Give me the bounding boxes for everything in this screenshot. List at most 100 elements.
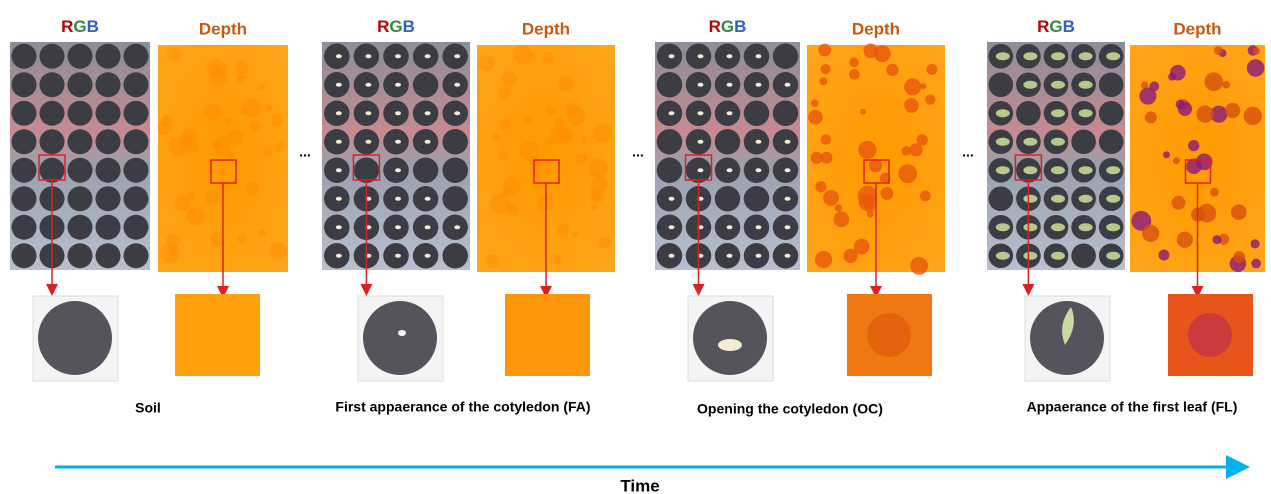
seedling <box>395 225 401 229</box>
pot <box>715 186 741 212</box>
depth-blob <box>528 53 536 61</box>
depth-blob <box>258 229 266 237</box>
seedling <box>395 140 401 144</box>
depth-blob <box>849 69 860 80</box>
depth-label: Depth <box>1173 19 1221 38</box>
seedling <box>996 166 1010 174</box>
pot <box>124 72 149 97</box>
depth-blob <box>904 78 921 95</box>
seedling <box>395 197 401 201</box>
depth-blob <box>1196 105 1213 122</box>
depth-blob <box>1177 232 1193 248</box>
seedling <box>1079 195 1093 203</box>
seedling <box>727 111 733 115</box>
seedling <box>1051 223 1065 231</box>
pot <box>124 129 149 154</box>
separator: ... <box>632 144 644 160</box>
seedling <box>996 252 1010 260</box>
seedling <box>336 140 342 144</box>
seedling <box>425 111 431 115</box>
depth-blob <box>1163 151 1170 158</box>
depth-blob <box>1234 251 1246 263</box>
depth-blob <box>815 251 832 268</box>
depth-blob <box>1231 204 1247 220</box>
depth-zoom <box>175 294 260 376</box>
seedling <box>336 197 342 201</box>
pot <box>124 215 149 240</box>
pot <box>96 72 121 97</box>
depth-blob <box>917 134 928 145</box>
depth-blob <box>218 168 226 176</box>
seedling <box>727 225 733 229</box>
rgb-letter: B <box>1063 17 1075 36</box>
seedling <box>454 54 460 58</box>
depth-blob <box>1142 225 1159 242</box>
depth-blob <box>920 190 931 201</box>
seedling <box>425 197 431 201</box>
pot <box>657 158 683 184</box>
pot <box>124 186 149 211</box>
separator: ... <box>299 144 311 160</box>
seedling <box>785 254 791 258</box>
seedling <box>698 83 704 87</box>
stage-caption: Opening the cotyledon (OC) <box>697 401 883 417</box>
pot <box>124 44 149 69</box>
seedling <box>727 54 733 58</box>
pot <box>124 243 149 268</box>
pot <box>657 129 683 155</box>
seedling <box>336 111 342 115</box>
depth-blob <box>808 110 823 125</box>
depth-blob <box>1212 235 1221 244</box>
pot <box>989 72 1014 97</box>
seedling <box>727 83 733 87</box>
depth-blob <box>235 60 248 73</box>
stage-caption: First appaerance of the cotyledon (FA) <box>335 399 590 415</box>
depth-blob <box>241 98 260 117</box>
rgb-letter: B <box>734 17 746 36</box>
depth-zoom-spot <box>867 313 911 357</box>
depth-blob <box>811 99 819 107</box>
seedling <box>785 83 791 87</box>
depth-blob <box>182 128 198 144</box>
depth-blob <box>823 190 839 206</box>
seedling <box>1106 195 1120 203</box>
pot <box>40 158 65 183</box>
seedling <box>1106 166 1120 174</box>
rgb-letter: R <box>709 17 721 36</box>
depth-zoom <box>505 294 590 376</box>
rgb-letter: R <box>377 17 389 36</box>
depth-blob <box>1210 188 1219 197</box>
depth-blob <box>591 203 598 210</box>
pot <box>96 129 121 154</box>
depth-blob <box>486 254 500 268</box>
seedling <box>336 83 342 87</box>
depth-blob <box>558 76 573 91</box>
pot <box>715 129 741 155</box>
depth-blob <box>859 194 876 211</box>
seedling <box>1079 223 1093 231</box>
pot <box>12 44 37 69</box>
depth-blob <box>1251 259 1261 269</box>
depth-blob <box>259 83 266 90</box>
depth-blob <box>591 191 603 203</box>
seedling <box>1051 166 1065 174</box>
pot-zoom <box>693 301 767 375</box>
depth-blob <box>269 242 287 260</box>
seedling <box>756 168 762 172</box>
depth-blob <box>492 133 501 142</box>
depth-blob <box>1247 59 1265 77</box>
depth-blob <box>245 182 259 196</box>
pot <box>68 186 93 211</box>
depth-blob <box>833 211 849 227</box>
seedling <box>1106 223 1120 231</box>
pot <box>413 72 439 98</box>
depth-blob <box>237 234 246 243</box>
depth-blob <box>575 153 587 165</box>
seedling <box>365 111 371 115</box>
pot <box>96 44 121 69</box>
pot <box>68 129 93 154</box>
depth-blob <box>250 121 261 132</box>
depth-blob <box>904 98 919 113</box>
time-label: Time <box>620 476 659 494</box>
seed-zoom <box>398 330 406 336</box>
